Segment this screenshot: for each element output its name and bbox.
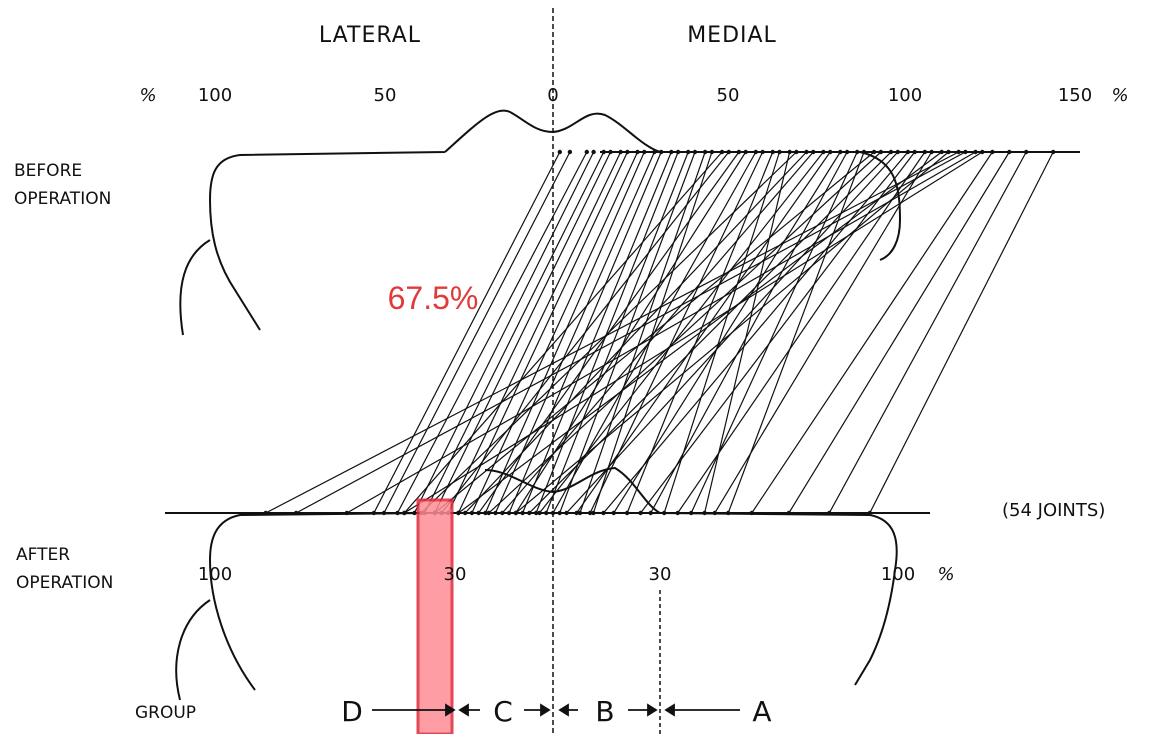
joint-line-51 <box>751 151 993 514</box>
joint-line-34 <box>650 151 848 514</box>
label-before-1: BEFORE <box>14 161 82 181</box>
joint-line-14 <box>535 151 679 514</box>
joint-point-before-3 <box>584 149 589 155</box>
label-after-1: AFTER <box>16 545 70 565</box>
joints-count-note: (54 JOINTS) <box>1002 500 1105 521</box>
joint-line-53 <box>828 151 1027 514</box>
top-tick-lat-50: 50 <box>374 85 397 106</box>
top-tick-med-50: 50 <box>717 85 740 106</box>
joint-line-31 <box>539 151 824 514</box>
joint-line-8 <box>457 151 628 514</box>
joint-line-4 <box>413 151 595 514</box>
joint-line-30 <box>501 151 814 514</box>
group-label-a: A <box>752 695 771 728</box>
highlight-annotation: 67.5% <box>388 280 479 316</box>
top-tick-0: 0 <box>547 85 558 106</box>
group-label-c: C <box>493 695 513 728</box>
joint-line-17 <box>579 151 706 514</box>
bottom-tick-med-30: 30 <box>649 564 672 585</box>
joint-line-29 <box>464 151 807 514</box>
femur-outline-after <box>175 466 898 701</box>
joint-line-1 <box>373 151 561 514</box>
joint-line-28 <box>420 151 797 514</box>
bottom-tick-lat-30: 30 <box>444 564 467 585</box>
joint-line-3 <box>396 151 588 514</box>
joint-line-48 <box>295 151 966 514</box>
joint-line-7 <box>447 151 622 514</box>
bottom-unit: % <box>937 564 954 585</box>
joint-lines-layer <box>165 149 1080 516</box>
label-group: GROUP <box>135 703 196 723</box>
joint-point-before-4 <box>591 149 596 155</box>
bottom-tick-lat-100: 100 <box>198 564 232 585</box>
highlight-rect <box>416 498 454 736</box>
header-lateral: LATERAL <box>319 23 421 48</box>
joint-line-2 <box>383 151 571 514</box>
label-after-2: OPERATION <box>16 573 113 593</box>
top-unit-right: % <box>1111 85 1128 106</box>
joint-line-10 <box>484 151 645 514</box>
joint-line-49 <box>346 151 976 514</box>
group-label-d: D <box>341 695 363 728</box>
joint-line-37 <box>434 151 875 514</box>
joint-line-47 <box>265 151 959 514</box>
joint-line-32 <box>576 151 831 514</box>
joint-line-19 <box>403 151 723 514</box>
top-tick-med-100: 100 <box>888 85 922 106</box>
joint-line-9 <box>471 151 639 514</box>
joint-line-35 <box>690 151 858 514</box>
joint-line-50 <box>403 151 983 514</box>
top-unit-left: % <box>139 85 156 106</box>
joint-line-41 <box>603 151 909 514</box>
label-before-2: OPERATION <box>14 189 111 209</box>
group-label-b: B <box>595 695 614 728</box>
group-arrows <box>372 703 740 717</box>
joint-line-38 <box>488 151 882 514</box>
joint-point-before-1 <box>557 149 562 155</box>
joint-line-13 <box>522 151 672 514</box>
joint-point-before-2 <box>567 149 573 155</box>
joint-line-54 <box>869 151 1054 514</box>
joint-line-42 <box>640 151 916 514</box>
joint-line-6 <box>434 151 612 514</box>
femur-outline-before <box>179 109 902 336</box>
joint-line-46 <box>515 151 949 514</box>
joint-line-33 <box>613 151 841 514</box>
joint-line-15 <box>545 151 689 514</box>
header-medial: MEDIAL <box>687 23 777 48</box>
joint-line-43 <box>677 151 926 514</box>
joint-line-52 <box>788 151 1010 514</box>
joint-line-39 <box>528 151 892 514</box>
joint-line-45 <box>458 151 943 514</box>
top-tick-lat-100: 100 <box>198 85 232 106</box>
joint-line-20 <box>441 151 730 514</box>
top-tick-med-150: 150 <box>1058 85 1092 106</box>
joint-line-16 <box>559 151 696 514</box>
joint-line-18 <box>592 151 713 514</box>
joint-line-5 <box>424 151 605 514</box>
joint-line-44 <box>714 151 933 514</box>
bottom-tick-med-100: 100 <box>881 564 915 585</box>
